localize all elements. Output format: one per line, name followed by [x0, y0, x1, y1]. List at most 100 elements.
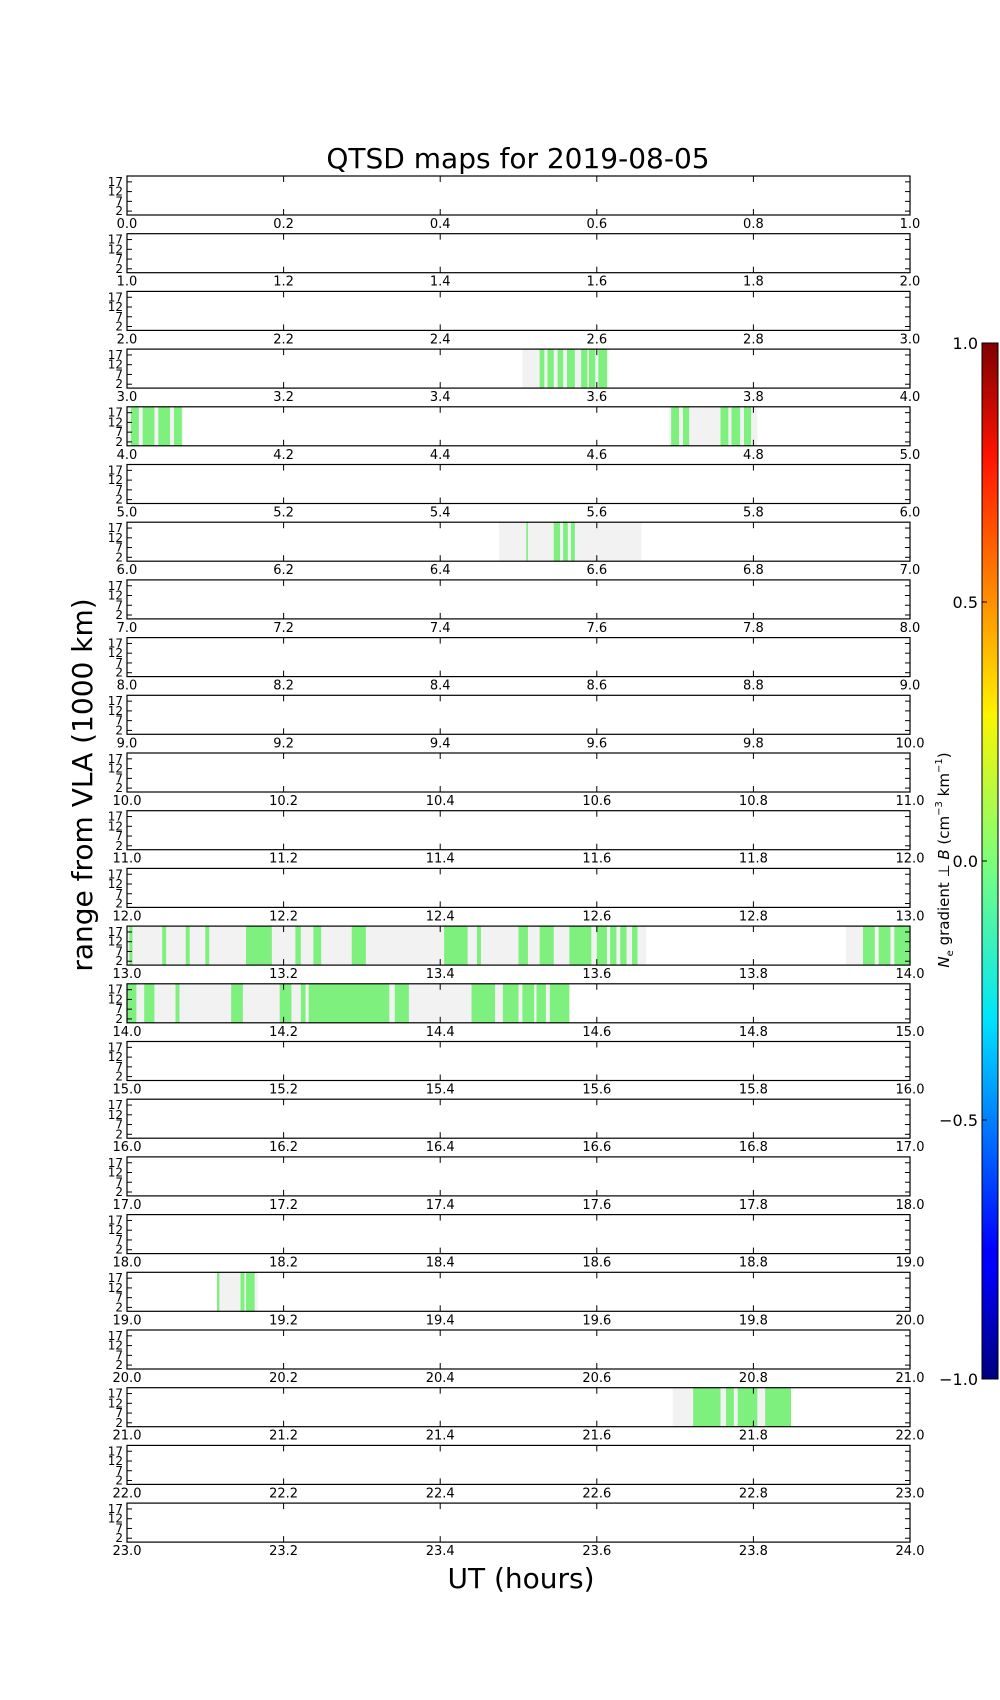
colorbar-label-mid: gradient ⊥	[935, 860, 953, 951]
x-tick-label: 5.0	[117, 506, 138, 521]
x-tick-label: 12.8	[739, 909, 768, 924]
y-tick-label: 17	[108, 636, 123, 650]
colorbar-ticks: 1.0 0.5 0.0 −0.5 −1.0	[939, 334, 987, 1389]
y-tick-label: 7	[115, 944, 123, 958]
x-tick-label: 12.4	[426, 909, 455, 924]
panel-frame	[126, 463, 911, 505]
x-tick-label: 12.2	[269, 909, 298, 924]
y-tick-label: 2	[115, 1474, 123, 1488]
y-tick-label: 17	[108, 233, 123, 247]
x-tick-label: 16.8	[739, 1140, 768, 1155]
x-tick-label: 23.2	[269, 1544, 298, 1559]
x-tick-label: 23.0	[896, 1486, 925, 1501]
x-tick-label: 21.2	[269, 1429, 298, 1444]
x-tick-label: 5.8	[743, 506, 764, 521]
y-tick-label: 7	[115, 367, 123, 381]
y-tick-label: 17	[108, 348, 123, 362]
x-tick-label: 8.2	[273, 679, 294, 694]
y-tick-label: 2	[115, 781, 123, 795]
detection-band	[130, 406, 139, 446]
y-tick-label: 17	[108, 579, 123, 593]
detection-band	[567, 349, 575, 389]
y-tick-label: 7	[115, 425, 123, 439]
x-tick-label: 19.2	[269, 1313, 298, 1328]
x-tick-label: 17.2	[269, 1198, 298, 1213]
y-tick-label: 17	[108, 867, 123, 881]
y-tick-label: 2	[115, 954, 123, 968]
y-tick-label: 7	[115, 1521, 123, 1535]
x-tick-label: 0.0	[117, 217, 138, 232]
panel-frame	[126, 1329, 911, 1370]
x-tick-label: 1.6	[586, 275, 607, 290]
x-tick-label: 6.6	[586, 563, 607, 578]
detection-band	[671, 406, 680, 446]
x-tick-label: 23.6	[582, 1544, 611, 1559]
x-tick-label: 4.6	[586, 448, 607, 463]
x-tick-label: 19.4	[426, 1313, 455, 1328]
x-tick-label: 13.4	[426, 967, 455, 982]
detection-band	[246, 926, 272, 966]
y-tick-label: 12	[108, 1512, 123, 1526]
detection-band	[232, 983, 243, 1023]
y-tick-label: 12	[108, 646, 123, 660]
x-tick-label: 9.6	[586, 736, 607, 751]
x-axis-label: UT (hours)	[447, 1562, 594, 1595]
y-tick-label: 17	[108, 463, 123, 477]
x-tick-label: 3.2	[273, 390, 294, 405]
x-tick-label: 16.0	[896, 1083, 925, 1098]
x-tick-label: 2.6	[586, 332, 607, 347]
x-tick-label: 7.6	[586, 621, 607, 636]
x-tick-label: 7.0	[900, 563, 921, 578]
x-tick-label: 4.4	[430, 448, 451, 463]
y-tick-label: 2	[115, 204, 123, 218]
panel-frame	[126, 1098, 911, 1139]
x-tick-label: 10.0	[113, 794, 142, 809]
y-axis-label: range from VLA (1000 km)	[66, 598, 99, 971]
y-tick-label: 2	[115, 608, 123, 622]
x-tick-label: 21.4	[426, 1429, 455, 1444]
x-tick-label: 12.0	[896, 852, 925, 867]
y-tick-label: 17	[108, 1329, 123, 1343]
x-tick-label: 5.4	[430, 506, 451, 521]
y-tick-label: 2	[115, 839, 123, 853]
colorbar-label-sub: e	[945, 950, 956, 956]
panel-frame	[126, 521, 911, 562]
panel-frame	[126, 1444, 911, 1486]
detection-band	[142, 406, 155, 446]
y-tick-label: 17	[108, 175, 123, 189]
y-tick-label: 7	[115, 1348, 123, 1362]
detection-band	[720, 406, 729, 446]
x-tick-label: 21.6	[582, 1429, 611, 1444]
detection-band	[295, 926, 301, 966]
x-tick-label: 18.4	[426, 1256, 455, 1271]
y-tick-label: 17	[108, 406, 123, 420]
x-tick-label: 15.0	[896, 1025, 925, 1040]
x-tick-label: 14.6	[582, 1025, 611, 1040]
y-tick-label: 12	[108, 992, 123, 1006]
x-tick-label: 20.8	[739, 1371, 768, 1386]
x-tick-label: 23.8	[739, 1544, 768, 1559]
detection-band	[444, 926, 468, 966]
x-tick-label: 7.0	[117, 621, 138, 636]
x-tick-label: 14.8	[739, 1025, 768, 1040]
x-tick-label: 5.2	[273, 506, 294, 521]
detection-band	[765, 1387, 791, 1427]
x-tick-label: 4.2	[273, 448, 294, 463]
panel-frame	[126, 983, 911, 1024]
x-tick-label: 24.0	[896, 1544, 925, 1559]
x-tick-label: 2.4	[430, 332, 451, 347]
x-tick-label: 11.0	[113, 852, 142, 867]
y-tick-label: 2	[115, 262, 123, 276]
x-tick-label: 1.0	[117, 275, 138, 290]
panel-frame	[126, 406, 911, 447]
x-tick-label: 3.0	[900, 332, 921, 347]
detection-band	[129, 926, 133, 966]
x-tick-label: 22.8	[739, 1486, 768, 1501]
panel-frame	[126, 1213, 911, 1255]
y-tick-label: 7	[115, 1060, 123, 1074]
colorbar-label-exp2: −1	[934, 758, 945, 773]
detection-band	[175, 983, 180, 1023]
